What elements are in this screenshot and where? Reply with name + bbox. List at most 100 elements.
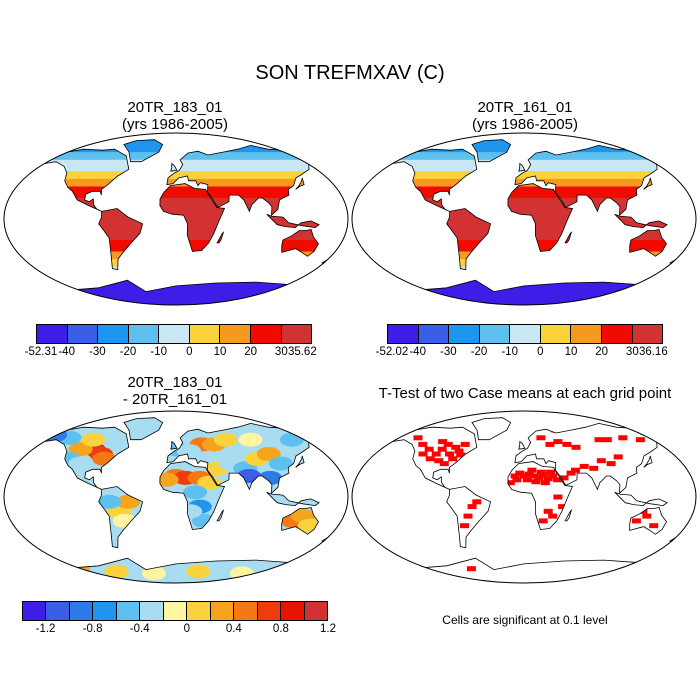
coastline-madagascar	[216, 509, 225, 522]
colorbar-swatch	[281, 602, 305, 620]
coastline-japan	[295, 177, 305, 190]
coastline-north_america	[40, 426, 130, 490]
colorbar-swatch	[449, 325, 480, 343]
coastline-uk	[170, 162, 178, 172]
colorbar-label: -1.2	[35, 623, 56, 635]
coastline-africa	[159, 461, 226, 530]
coastline-greenland	[123, 417, 164, 441]
colorbar-label: -52.02	[375, 346, 409, 358]
colorbar-swatch	[540, 325, 572, 343]
colorbar-183-labels: -52.31 -40 -30 -20 -10 0 10 20 30 35.62	[25, 346, 317, 360]
map-border	[351, 410, 697, 584]
ocean	[352, 411, 696, 583]
colorbar-swatch	[46, 602, 70, 620]
colorbar-label: 10	[213, 346, 227, 358]
map-panel-difference	[3, 410, 349, 584]
coastline-africa	[507, 183, 574, 252]
colorbar-label: 30	[625, 346, 639, 358]
coastline-greenland	[123, 139, 164, 163]
coastline-south_america	[98, 486, 144, 549]
coastline-australia	[629, 507, 667, 535]
coastline-australia	[281, 229, 319, 257]
coastline-australia	[629, 229, 667, 257]
colorbar-swatch	[210, 602, 235, 620]
map-panel-ttest	[351, 410, 697, 584]
coastline-indonesia	[614, 213, 668, 229]
colorbar-label: -0.4	[129, 623, 150, 635]
colorbar-label: 20	[595, 346, 609, 358]
coastline-antarctica	[34, 279, 317, 305]
colorbar-swatch	[69, 602, 94, 620]
coastline-japan	[295, 455, 305, 468]
colorbar-183	[36, 324, 312, 344]
colorbar-label: -30	[89, 346, 106, 358]
coastline-madagascar	[216, 231, 225, 244]
colorbar-swatch	[479, 325, 511, 343]
colorbar-swatch	[281, 325, 312, 343]
figure-title: SON TREFMXAV (C)	[255, 62, 445, 84]
coastline-africa	[159, 183, 226, 252]
coastline-japan	[643, 177, 653, 190]
colorbar-swatch	[159, 325, 190, 343]
panel-title-bottom-right: T-Test of two Case means at each grid po…	[378, 385, 672, 402]
colorbar-label: 35.62	[287, 346, 317, 358]
colorbar-label: -52.31	[24, 346, 58, 358]
colorbar-label: -10	[150, 346, 167, 358]
colorbar-difference	[22, 601, 328, 621]
coastline-antarctica	[382, 557, 665, 583]
colorbar-swatch	[189, 325, 221, 343]
colorbar-swatch	[220, 325, 251, 343]
coastline-south_america	[446, 208, 492, 271]
colorbar-label: 36.16	[638, 346, 668, 358]
map-border	[3, 410, 349, 584]
coastline-south_america	[446, 486, 492, 549]
colorbar-swatch	[601, 325, 633, 343]
coastline-australia	[281, 507, 319, 535]
colorbar-label: 0	[183, 623, 190, 635]
significance-note: Cells are significant at 0.1 level	[442, 613, 608, 627]
land-field	[406, 427, 671, 572]
colorbar-label: -30	[440, 346, 457, 358]
coastline-uk	[170, 440, 178, 450]
coastline-uk	[518, 162, 526, 172]
colorbar-label: -10	[501, 346, 518, 358]
colorbar-swatch	[163, 602, 188, 620]
map-border	[351, 132, 697, 306]
colorbar-swatch	[388, 325, 419, 343]
coastline-antarctica	[382, 279, 665, 305]
colorbar-swatch	[67, 325, 99, 343]
coastline-japan	[643, 455, 653, 468]
map-panel-183	[3, 132, 349, 306]
panel-title-top-left-line2: (yrs 1986-2005)	[122, 116, 228, 133]
coastline-africa	[507, 461, 574, 530]
coastline-uk	[518, 440, 526, 450]
colorbar-swatch	[257, 602, 282, 620]
coastline-indonesia	[614, 491, 668, 507]
colorbar-label: -0.8	[82, 623, 103, 635]
panel-title-top-left: 20TR_183_01 (yrs 1986-2005)	[0, 99, 350, 133]
colorbar-161-labels: -52.02 -40 -30 -20 -10 0 10 20 30 36.16	[376, 346, 668, 360]
colorbar-swatch	[37, 325, 68, 343]
colorbar-label: -20	[119, 346, 137, 358]
colorbar-difference-labels: -1.2 -0.8 -0.4 0 0.4 0.8 1.2	[22, 623, 336, 637]
colorbar-label: -40	[58, 346, 75, 358]
colorbar-swatch	[234, 602, 258, 620]
colorbar-label: 0	[537, 346, 544, 358]
map-panel-161	[351, 132, 697, 306]
coastline-madagascar	[564, 509, 573, 522]
colorbar-label: 20	[244, 346, 258, 358]
colorbar-label: 0.4	[225, 623, 242, 635]
colorbar-swatch	[187, 602, 211, 620]
coastline-eurasia	[166, 144, 323, 217]
colorbar-swatch	[93, 602, 117, 620]
colorbar-swatch	[304, 602, 328, 620]
coastline-indonesia	[266, 213, 320, 229]
colorbar-label: 1.2	[320, 623, 336, 635]
coastline-north_america	[388, 426, 478, 490]
colorbar-swatch	[510, 325, 541, 343]
colorbar-swatch	[571, 325, 602, 343]
colorbar-swatch	[418, 325, 450, 343]
coastline-north_america	[388, 148, 478, 212]
coastline-antarctica	[34, 557, 317, 583]
colorbar-label: 10	[564, 346, 578, 358]
